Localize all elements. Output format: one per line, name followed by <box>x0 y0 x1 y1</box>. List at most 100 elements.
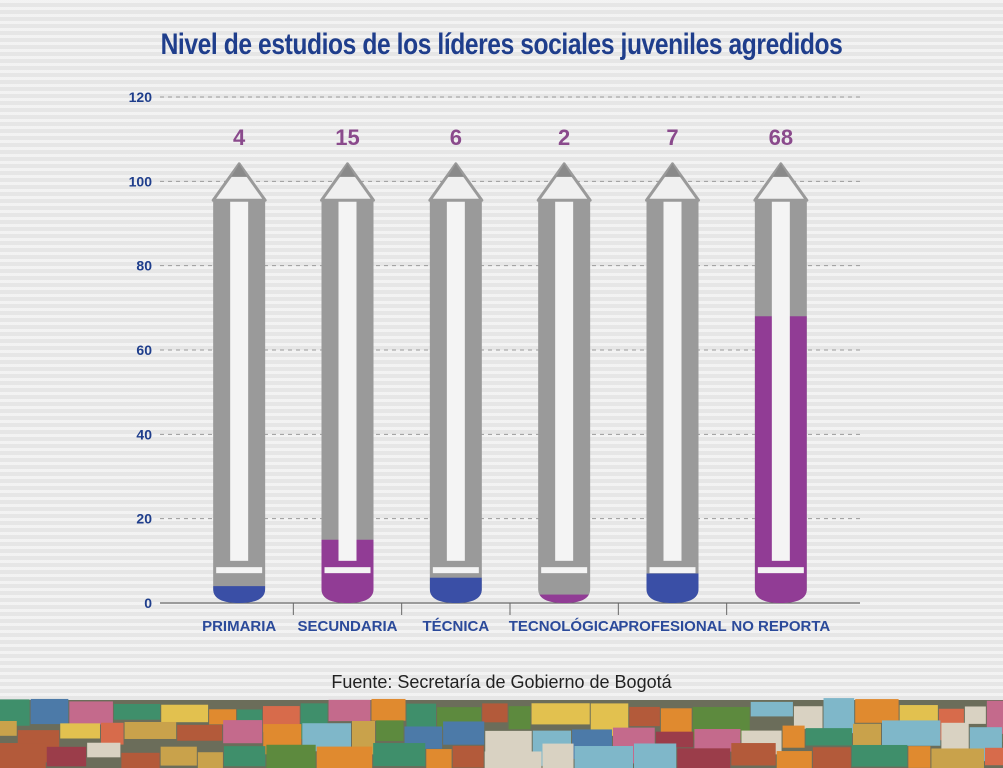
building <box>881 720 941 746</box>
building <box>69 701 113 725</box>
building <box>484 751 542 768</box>
building <box>812 747 851 768</box>
bar-fill <box>213 586 266 603</box>
pencil-lead <box>772 163 789 177</box>
value-label: 2 <box>558 125 570 150</box>
pencil-tip <box>211 162 267 202</box>
y-tick-label: 20 <box>136 511 152 527</box>
pencil-lead <box>447 163 464 177</box>
pencil-tip <box>428 162 484 202</box>
pencil-bar-chart: 0 20 40 60 80 100 120 4 PRIMARIA 15 SECUNDARIA 6 TÉC… <box>129 89 860 635</box>
building <box>574 746 634 768</box>
pencil-stripe <box>555 200 574 561</box>
building <box>855 699 899 723</box>
value-label: 68 <box>769 125 793 150</box>
building <box>986 700 1003 734</box>
pencil-tip <box>320 162 375 202</box>
y-tick-label: 120 <box>129 89 153 105</box>
building <box>508 706 531 730</box>
pencil-band <box>649 567 696 574</box>
building <box>531 703 590 725</box>
category-label: SECUNDARIA <box>297 618 397 635</box>
building <box>452 745 484 768</box>
building <box>984 747 1003 766</box>
y-tick-label: 80 <box>136 258 152 274</box>
value-label: 7 <box>666 125 678 150</box>
pencil-tip <box>645 162 700 202</box>
building <box>731 743 776 766</box>
building <box>482 703 508 723</box>
pencil-band <box>216 567 263 574</box>
building <box>443 721 485 745</box>
building <box>0 720 17 736</box>
pencil-band <box>757 567 804 574</box>
building <box>805 728 852 746</box>
pencil-band <box>324 567 371 574</box>
source-note: Fuente: Secretaría de Gobierno de Bogotá <box>331 672 672 692</box>
building <box>629 706 660 727</box>
pencil-lead <box>556 163 573 177</box>
building <box>46 746 87 767</box>
chart-title: Nivel de estudios de los líderes sociale… <box>160 28 843 61</box>
pencil-stripe <box>338 200 357 561</box>
y-tick-label: 60 <box>136 342 152 358</box>
pencil-stripe <box>663 200 682 561</box>
building <box>266 744 316 768</box>
pencil-tip <box>753 162 809 202</box>
category-label: PRIMARIA <box>202 618 276 635</box>
building <box>316 746 373 768</box>
building <box>793 706 823 729</box>
category-label: TECNOLÓGICA <box>509 617 620 635</box>
y-tick-label: 100 <box>129 173 153 189</box>
pencil-lead <box>664 163 681 177</box>
building <box>634 743 677 768</box>
pencil-stripe <box>771 200 790 561</box>
building <box>197 752 223 768</box>
value-label: 15 <box>335 125 359 150</box>
bar-fill <box>646 573 699 603</box>
pencil-stripe <box>230 200 249 561</box>
building <box>0 743 46 768</box>
building <box>177 724 223 741</box>
pencil-band <box>432 567 479 574</box>
building <box>750 701 793 717</box>
building <box>121 752 160 768</box>
pencil-lead <box>231 163 248 177</box>
building <box>542 743 574 768</box>
building <box>426 749 452 768</box>
pencil-lead <box>339 163 356 177</box>
building <box>964 706 986 724</box>
building <box>376 720 404 742</box>
building <box>223 720 263 744</box>
building <box>87 742 121 758</box>
building <box>161 704 209 723</box>
building <box>351 720 376 755</box>
building <box>160 746 197 766</box>
building <box>113 703 161 720</box>
building <box>908 746 931 768</box>
building <box>124 721 177 739</box>
building <box>60 723 100 739</box>
category-label: PROFESIONAL <box>618 618 726 635</box>
value-label: 6 <box>450 125 462 150</box>
bar-fill <box>538 594 591 603</box>
building <box>851 744 908 767</box>
building <box>941 722 969 752</box>
building <box>782 725 805 748</box>
category-label: TÉCNICA <box>422 618 489 635</box>
pencil-stripe <box>446 200 465 561</box>
building <box>371 698 406 721</box>
building <box>30 698 69 725</box>
city-skyline-image <box>0 698 1003 768</box>
y-tick-label: 40 <box>136 426 152 442</box>
building <box>373 743 426 767</box>
building <box>100 722 124 745</box>
building <box>931 748 984 768</box>
building <box>328 699 371 722</box>
value-label: 4 <box>233 125 246 150</box>
building <box>694 729 741 752</box>
bar-fill <box>429 577 482 603</box>
building <box>677 748 731 768</box>
y-tick-label: 0 <box>144 595 152 611</box>
category-label: NO REPORTA <box>731 618 830 635</box>
